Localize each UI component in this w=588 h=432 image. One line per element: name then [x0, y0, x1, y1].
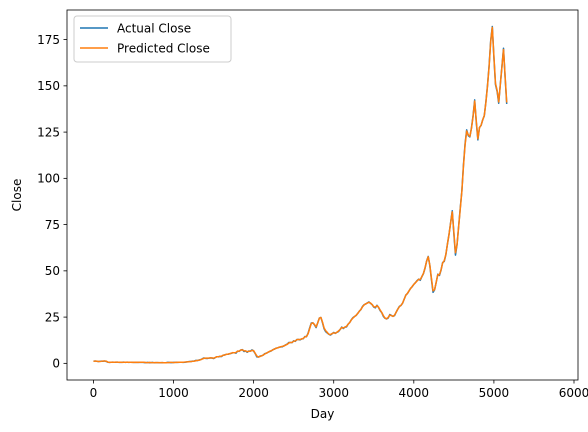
- legend: Actual Close Predicted Close: [73, 15, 232, 63]
- y-tick-label: 150: [37, 79, 60, 93]
- y-tick-label: 75: [45, 218, 60, 232]
- series-layer: [93, 25, 508, 364]
- y-axis: 0 25 50 75 100 125 150 175: [37, 33, 67, 371]
- plot-frame: [66, 9, 579, 381]
- y-tick-label: 50: [45, 264, 60, 278]
- y-axis-label: Close: [10, 179, 24, 212]
- legend-box: [73, 15, 232, 63]
- y-tick-label: 125: [37, 125, 60, 139]
- x-tick-label: 0: [90, 386, 98, 400]
- x-tick-label: 2000: [238, 386, 269, 400]
- x-tick-label: 5000: [479, 386, 510, 400]
- y-tick-label: 0: [52, 357, 60, 371]
- x-tick-label: 4000: [399, 386, 430, 400]
- x-tick-label: 6000: [559, 386, 588, 400]
- legend-label-actual-close: Actual Close: [117, 22, 191, 36]
- x-tick-label: 3000: [318, 386, 349, 400]
- x-tick-label: 1000: [158, 386, 189, 400]
- y-tick-label: 100: [37, 172, 60, 186]
- legend-label-predicted-close: Predicted Close: [117, 42, 210, 56]
- x-axis: 0 1000 2000 3000 4000 5000 6000: [90, 380, 588, 400]
- x-axis-label: Day: [311, 407, 335, 421]
- y-tick-label: 175: [37, 33, 60, 47]
- y-tick-label: 25: [45, 310, 60, 324]
- series-line-predicted-close: [93, 26, 508, 364]
